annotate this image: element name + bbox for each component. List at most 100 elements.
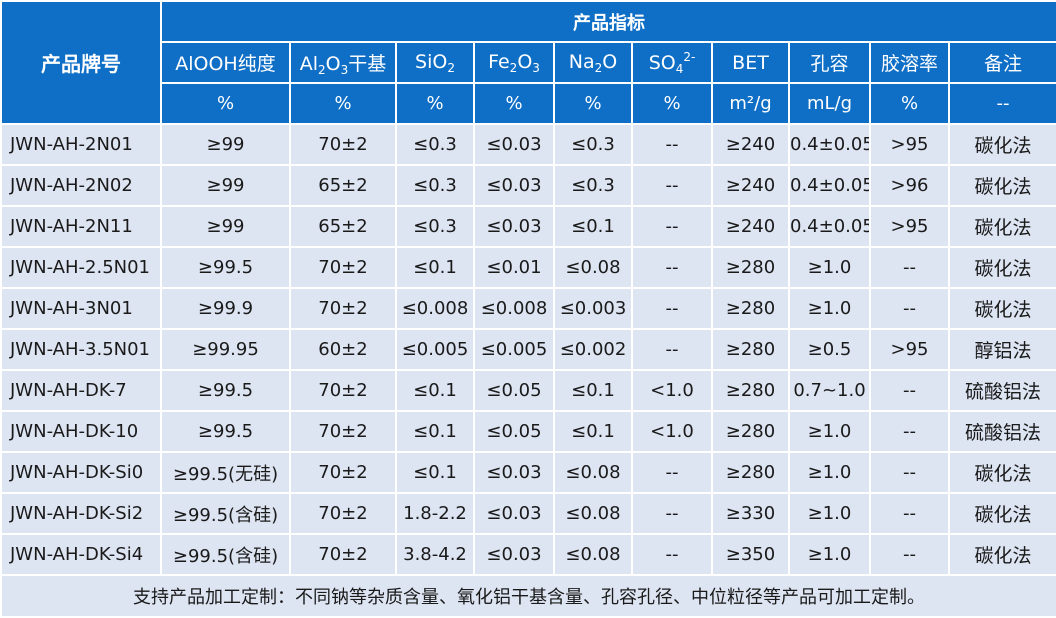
cell-bet: ≥350 — [711, 533, 790, 576]
cell-note: 硫酸铝法 — [947, 369, 1056, 412]
product-code-cell: JWN-AH-DK-Si4 — [0, 533, 162, 576]
column-header-pore: 孔容 — [788, 41, 871, 84]
column-header-gel: 胶溶率 — [869, 41, 950, 84]
cell-sio2: ≤0.1 — [395, 246, 475, 289]
header-text-part: SiO — [415, 50, 448, 73]
cell-note: 醇铝法 — [947, 328, 1056, 371]
table-row: JWN-AH-DK-7 ≥99.5 70±2 ≤0.1 ≤0.05 ≤0.1 <1.0 ≥28… — [0, 369, 1056, 412]
cell-bet: ≥240 — [711, 205, 790, 248]
table-row: JWN-AH-3.5N01 ≥99.95 60±2 ≤0.005 ≤0.005 ≤0.00… — [0, 328, 1056, 371]
cell-fe2o3: ≤0.01 — [473, 246, 555, 289]
cell-sio2: ≤0.3 — [395, 164, 475, 207]
cell-al2o3: 70±2 — [289, 369, 397, 412]
cell-al2o3: 70±2 — [289, 533, 397, 576]
cell-al2o3: 70±2 — [289, 287, 397, 330]
header-group-row: 产品牌号 产品指标 — [0, 0, 1056, 125]
column-header-note: 备注 — [947, 41, 1056, 84]
cell-na2o: ≤0.002 — [553, 328, 633, 371]
unit-cell-gel: % — [869, 82, 950, 125]
cell-al2o3: 70±2 — [289, 451, 397, 494]
cell-gel: -- — [869, 246, 950, 289]
column-header-al2o3: Al2O3干基 — [289, 41, 397, 84]
cell-na2o: ≤0.3 — [553, 164, 633, 207]
table-row: JWN-AH-2N02 ≥99 65±2 ≤0.3 ≤0.03 ≤0.3 -- ≥240 0.4… — [0, 164, 1056, 207]
header-text-part: 胶溶率 — [880, 53, 938, 75]
cell-alooh: ≥99.5 — [160, 410, 291, 453]
cell-pore: ≥1.0 — [788, 492, 871, 535]
cell-na2o: ≤0.08 — [553, 246, 633, 289]
cell-pore: 0.4±0.05 — [788, 205, 871, 248]
cell-gel: -- — [869, 410, 950, 453]
cell-sio2: ≤0.005 — [395, 328, 475, 371]
header-text-part: 2 — [318, 62, 326, 77]
cell-bet: ≥280 — [711, 369, 790, 412]
cell-alooh: ≥99.5(含硅) — [160, 492, 291, 535]
product-code-cell: JWN-AH-DK-7 — [0, 369, 162, 412]
cell-na2o: ≤0.3 — [553, 123, 633, 166]
column-header-sio2: SiO2 — [395, 41, 475, 84]
cell-note: 碳化法 — [947, 246, 1056, 289]
cell-so4: -- — [631, 164, 713, 207]
cell-sio2: ≤0.3 — [395, 205, 475, 248]
cell-fe2o3: ≤0.03 — [473, 123, 555, 166]
cell-note: 碳化法 — [947, 123, 1056, 166]
header-text-part: AlOOH纯度 — [175, 53, 276, 75]
cell-gel: -- — [869, 451, 950, 494]
table-row: JWN-AH-2N01 ≥99 70±2 ≤0.3 ≤0.03 ≤0.3 -- ≥240 0.4… — [0, 123, 1056, 166]
cell-bet: ≥280 — [711, 410, 790, 453]
table-row: JWN-AH-DK-10 ≥99.5 70±2 ≤0.1 ≤0.05 ≤0.1 <1.0 ≥2… — [0, 410, 1056, 453]
product-code-cell: JWN-AH-2N01 — [0, 123, 162, 166]
cell-fe2o3: ≤0.05 — [473, 410, 555, 453]
product-code-cell: JWN-AH-3N01 — [0, 287, 162, 330]
cell-so4: -- — [631, 246, 713, 289]
header-text-part: 3 — [340, 62, 349, 77]
header-text-part: 2 — [447, 60, 455, 75]
cell-note: 硫酸铝法 — [947, 410, 1056, 453]
product-spec-group-header: 产品指标 — [159, 0, 1056, 43]
cell-gel: >96 — [869, 164, 950, 207]
column-header-na2o: Na2O — [553, 41, 633, 84]
header-text-part: Al — [299, 52, 318, 75]
unit-cell-bet: m²/g — [711, 82, 790, 125]
header-text-part: 2- — [683, 49, 696, 64]
header-text-part: O — [602, 50, 618, 73]
cell-bet: ≥280 — [711, 451, 790, 494]
cell-gel: >95 — [869, 328, 950, 371]
cell-al2o3: 70±2 — [289, 410, 397, 453]
unit-cell-note: -- — [947, 82, 1056, 125]
cell-pore: ≥1.0 — [788, 533, 871, 576]
product-code-cell: JWN-AH-DK-10 — [0, 410, 162, 453]
customization-note: 支持产品加工定制：不同钠等杂质含量、氧化铝干基含量、孔容孔径、中位粒径等产品可加… — [0, 574, 1056, 618]
table-row: JWN-AH-3N01 ≥99.9 70±2 ≤0.008 ≤0.008 ≤0.003 --… — [0, 287, 1056, 330]
cell-note: 碳化法 — [947, 287, 1056, 330]
cell-so4: -- — [631, 451, 713, 494]
cell-fe2o3: ≤0.03 — [473, 164, 555, 207]
cell-alooh: ≥99.5 — [160, 369, 291, 412]
cell-note: 碳化法 — [947, 492, 1056, 535]
header-text-part: O — [517, 50, 533, 73]
column-header-alooh: AlOOH纯度 — [160, 41, 291, 84]
cell-sio2: ≤0.1 — [395, 369, 475, 412]
cell-pore: 0.7~1.0 — [788, 369, 871, 412]
cell-bet: ≥280 — [711, 287, 790, 330]
cell-bet: ≥240 — [711, 123, 790, 166]
cell-gel: -- — [869, 369, 950, 412]
cell-pore: ≥0.5 — [788, 328, 871, 371]
cell-fe2o3: ≤0.03 — [473, 492, 555, 535]
unit-cell-fe2o3: % — [473, 82, 555, 125]
cell-al2o3: 70±2 — [289, 123, 397, 166]
cell-sio2: 1.8-2.2 — [395, 492, 475, 535]
cell-na2o: ≤0.08 — [553, 533, 633, 576]
cell-alooh: ≥99 — [160, 123, 291, 166]
cell-gel: >95 — [869, 205, 950, 248]
cell-fe2o3: ≤0.008 — [473, 287, 555, 330]
cell-pore: ≥1.0 — [788, 287, 871, 330]
cell-sio2: ≤0.1 — [395, 451, 475, 494]
product-code-cell: JWN-AH-2N11 — [0, 205, 162, 248]
cell-al2o3: 60±2 — [289, 328, 397, 371]
product-code-cell: JWN-AH-2N02 — [0, 164, 162, 207]
cell-gel: -- — [869, 533, 950, 576]
cell-so4: <1.0 — [631, 410, 713, 453]
